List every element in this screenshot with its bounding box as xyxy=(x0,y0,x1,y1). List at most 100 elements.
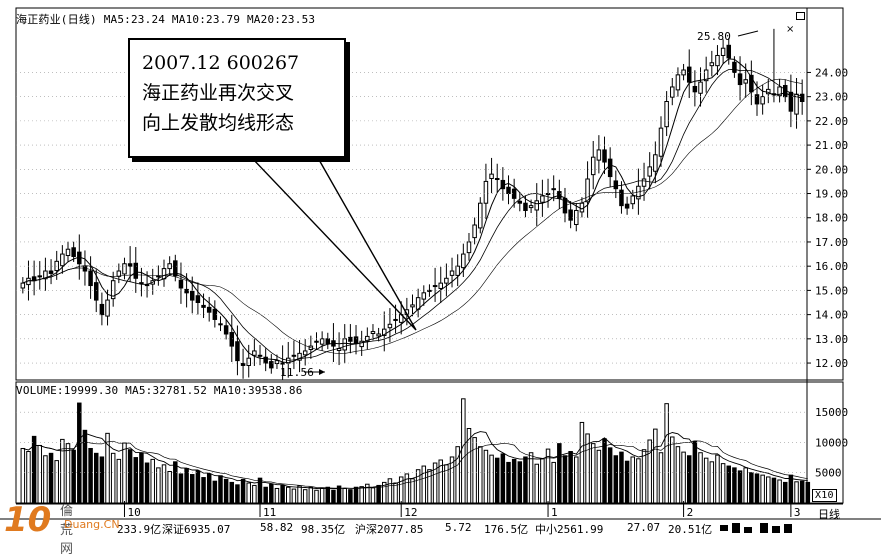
candle-up xyxy=(365,335,370,342)
volume-bar xyxy=(82,429,88,504)
volume-tick-label: 10000 xyxy=(815,436,848,449)
callout-pointer-lines xyxy=(251,157,417,331)
volume-bar xyxy=(393,482,398,504)
candle-up xyxy=(246,357,251,366)
volume-bar xyxy=(359,486,364,504)
volume-bar xyxy=(466,427,472,504)
volume-bar xyxy=(110,452,116,504)
volume-bar xyxy=(590,443,596,504)
volume-bar xyxy=(156,467,161,504)
price-tick-label: 12.00 xyxy=(815,357,848,370)
time-tick-label: 1 xyxy=(551,506,558,519)
volume-bar xyxy=(432,462,438,504)
volume-bar xyxy=(489,454,494,504)
restore-icon[interactable] xyxy=(796,12,805,20)
price-tick-label: 20.00 xyxy=(815,163,848,176)
candle-up xyxy=(630,195,636,205)
volume-bar xyxy=(692,440,698,504)
volume-bar xyxy=(754,473,760,504)
volume-bar xyxy=(427,469,432,504)
time-tick-label: 10 xyxy=(127,506,140,519)
volume-bar xyxy=(43,455,48,504)
ma10-value: MA10:23.79 xyxy=(171,13,241,26)
volume-bar xyxy=(732,467,737,504)
volume-bar xyxy=(630,456,636,504)
volume-bar xyxy=(415,469,421,504)
price-tick-label: 23.00 xyxy=(815,91,848,104)
candle-down xyxy=(291,354,297,357)
volume-bar xyxy=(37,444,43,504)
candle-up xyxy=(675,74,681,91)
candle-up xyxy=(466,241,472,254)
candle-up xyxy=(664,100,669,128)
site-logo: 10 倫荒网 Duang.CN xyxy=(4,500,120,557)
candle-down xyxy=(184,288,189,294)
candle-up xyxy=(387,323,393,329)
candle-up xyxy=(647,166,652,177)
volume-bar xyxy=(31,435,37,504)
candle-up xyxy=(590,156,596,176)
candle-up xyxy=(393,318,398,321)
volume-bar xyxy=(709,461,715,504)
candle-up xyxy=(540,195,545,203)
volume-bar xyxy=(235,484,240,504)
annotation-callout: 2007.12 600267 海正药业再次交叉 向上发散均线形态 xyxy=(128,38,346,158)
volume-bar xyxy=(528,452,534,504)
volume-bar xyxy=(506,461,511,504)
volume-bar xyxy=(286,486,291,504)
volume-bar xyxy=(173,461,178,504)
candle-up xyxy=(709,62,715,67)
volume-bar xyxy=(749,472,754,504)
candle-down xyxy=(206,306,212,313)
volume-bar xyxy=(20,447,26,504)
volume-bar xyxy=(782,481,788,504)
volume-bar xyxy=(206,473,212,504)
candle-up xyxy=(641,178,647,187)
candle-up xyxy=(342,338,347,351)
price-tick-label: 18.00 xyxy=(815,212,848,225)
volume-bar xyxy=(670,436,675,504)
candle-down xyxy=(737,73,743,86)
volume-value: VOLUME:19999.30 xyxy=(16,384,119,397)
volume-tick-label: 5000 xyxy=(815,467,842,480)
candle-up xyxy=(670,86,675,98)
candle-up xyxy=(698,81,703,94)
candle-up xyxy=(715,54,720,67)
volume-bar xyxy=(579,421,585,504)
volume-bar xyxy=(223,478,229,504)
volume-bar xyxy=(703,457,709,504)
volume-bar xyxy=(557,443,562,504)
volume-bar xyxy=(737,470,743,504)
candle-up xyxy=(421,292,427,300)
volume-bar xyxy=(382,481,387,504)
candle-down xyxy=(602,149,607,163)
volume-bar xyxy=(116,458,122,504)
volume-bar xyxy=(331,489,336,504)
volume-bar xyxy=(65,443,71,504)
volume-bar xyxy=(26,451,31,504)
candle-up xyxy=(280,362,285,365)
candle-up xyxy=(534,200,539,211)
candle-up xyxy=(161,268,167,280)
volume-bar xyxy=(613,455,619,504)
candle-down xyxy=(88,270,93,287)
time-tick-label: 12 xyxy=(404,506,417,519)
candle-up xyxy=(658,127,664,157)
volume-bar xyxy=(641,449,647,504)
close-icon[interactable]: × xyxy=(786,24,795,35)
volume-bar xyxy=(483,449,489,504)
zhongxiao-index: 中小2561.99 xyxy=(535,523,604,536)
period-tab-daily[interactable]: 日线 xyxy=(818,508,840,521)
volume-bar xyxy=(788,474,794,504)
volume-bar xyxy=(449,456,455,504)
candle-down xyxy=(257,354,263,357)
candle-up xyxy=(703,69,709,82)
volume-bar xyxy=(99,456,105,504)
volume-bar xyxy=(664,403,669,504)
price-tick-label: 16.00 xyxy=(815,260,848,273)
candle-down xyxy=(619,189,624,207)
candle-down xyxy=(686,66,692,83)
volume-bar xyxy=(263,486,268,504)
volume-bar xyxy=(246,482,251,504)
